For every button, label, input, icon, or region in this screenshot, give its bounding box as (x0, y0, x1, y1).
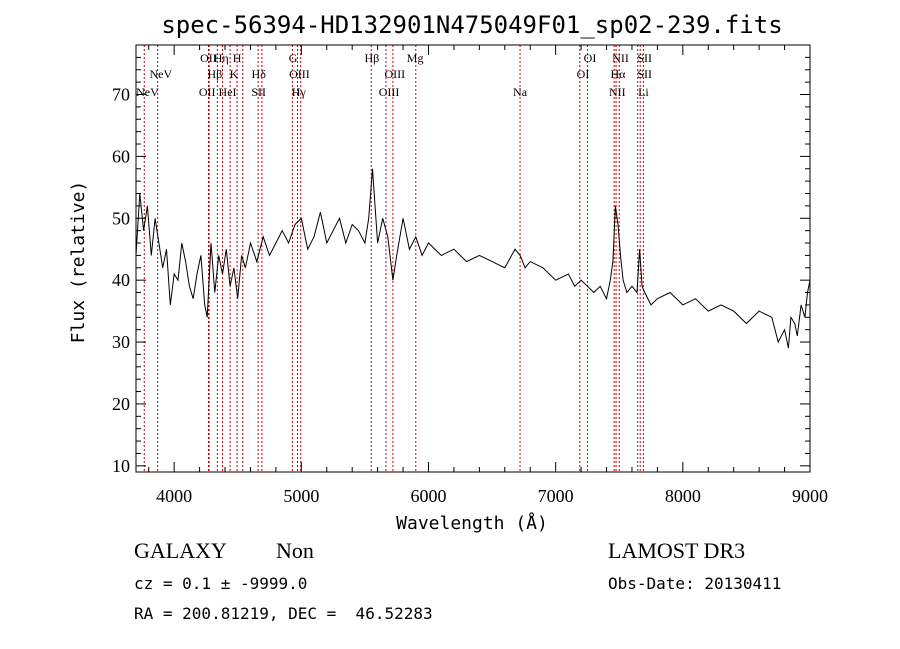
y-tick-label-1: 20 (112, 394, 130, 414)
line-label-20: OI (577, 67, 590, 81)
line-label-23: NII (609, 85, 626, 99)
object-subclass: Non (276, 538, 314, 563)
spectrum-line-0 (135, 168, 811, 349)
line-label-25: SII (637, 67, 652, 81)
line-label-13: Hγ (292, 85, 307, 99)
line-label-18: Na (513, 85, 528, 99)
x-tick-label-0: 4000 (156, 486, 192, 506)
line-label-2: OII (200, 51, 217, 65)
y-tick-label-6: 70 (112, 85, 130, 105)
plot-frame (135, 44, 811, 473)
object-class: GALAXY (134, 538, 227, 563)
y-tick-label-2: 30 (112, 332, 130, 352)
x-tick-label-2: 6000 (410, 486, 446, 506)
line-label-26: Li (638, 85, 649, 99)
line-label-11: G (289, 51, 298, 65)
x-tick-label-1: 5000 (283, 486, 319, 506)
y-axis-label: Flux (relative) (68, 181, 89, 344)
chart-title: spec-56394-HD132901N475049F01_sp02-239.f… (161, 11, 782, 39)
line-label-9: HeI (219, 85, 237, 99)
x-axis-label: Wavelength (Å) (396, 512, 548, 534)
line-label-8: OII (199, 85, 216, 99)
y-tick-label-4: 50 (112, 208, 130, 228)
line-label-3: Hη (214, 51, 229, 65)
y-tick-label-5: 60 (112, 146, 130, 166)
x-tick-label-5: 9000 (792, 486, 828, 506)
axis-ticks: 4000 5000 6000 7000 8000 9000 10 20 30 40 50 60 70 (112, 45, 828, 506)
line-label-24: SII (637, 51, 652, 65)
x-tick-label-4: 8000 (665, 486, 701, 506)
observation-date: Obs-Date: 20130411 (608, 574, 782, 593)
line-label-5: Hβ (207, 67, 222, 81)
line-label-17: Mg (407, 51, 424, 65)
line-label-19: OI (584, 51, 597, 65)
line-label-21: NII (612, 51, 629, 65)
x-tick-label-3: 7000 (538, 486, 574, 506)
line-label-4: H (233, 51, 242, 65)
line-label-7: Hδ (252, 67, 267, 81)
spectrum-series (135, 168, 811, 349)
line-label-22: Hα (610, 67, 626, 81)
line-label-0: NeV (136, 85, 159, 99)
redshift-cz: cz = 0.1 ± -9999.0 (134, 574, 308, 593)
survey-name: LAMOST DR3 (608, 538, 746, 563)
line-label-12: OIII (289, 67, 310, 81)
coordinates: RA = 200.81219, DEC = 46.52283 (134, 604, 433, 623)
line-label-10: SII (251, 85, 266, 99)
y-tick-label-0: 10 (112, 456, 130, 476)
line-label-15: OIII (384, 67, 405, 81)
line-label-14: Hβ (365, 51, 380, 65)
y-tick-label-3: 40 (112, 270, 130, 290)
line-label-6: K (230, 67, 239, 81)
line-label-1: NeV (149, 67, 172, 81)
line-label-16: OIII (379, 85, 400, 99)
